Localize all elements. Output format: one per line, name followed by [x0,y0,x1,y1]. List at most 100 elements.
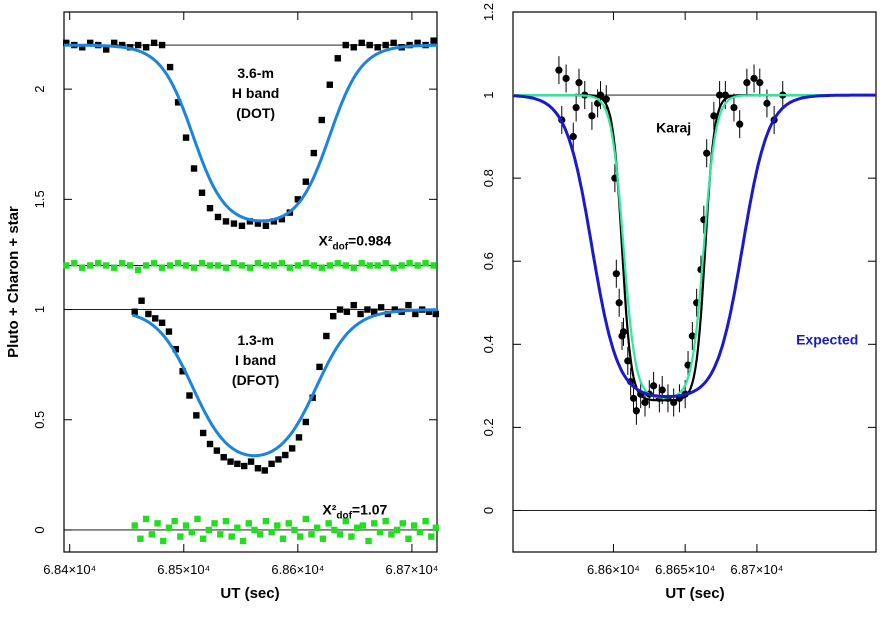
left-residual-point-5-30 [302,515,310,523]
left-data-point-3-1 [138,297,145,304]
left-residual-point-2-20 [222,264,230,271]
left-data-point-3-3 [152,315,159,322]
left-annotation-1: X²dof=0.984 [318,233,391,253]
left-data-point-0-22 [238,222,246,229]
left-residual-point-5-23 [262,517,270,525]
left-data-point-0-21 [230,220,238,227]
right-data-point-0-2 [562,74,570,83]
left-residual-point-2-36 [350,264,357,271]
left-data-point-0-13 [166,63,174,71]
left-data-point-0-44 [414,39,421,47]
left-data-point-3-29 [329,312,337,320]
left-residual-point-5-3 [148,531,156,538]
left-data-point-0-40 [382,41,389,49]
left-data-point-3-16 [241,462,248,470]
left-residual-point-2-4 [95,260,102,267]
right-data-point-0-36 [710,112,718,120]
left-annotation-2-line-2: (DFOT) [232,372,279,388]
right-x-tick-label-0: 6.86×10⁴ [587,562,640,577]
left-data-point-0-2 [79,44,86,51]
left-residual-point-5-25 [274,522,281,529]
right-data-point-0-44 [763,99,771,107]
left-residual-point-5-1 [137,535,144,542]
left-residual-point-5-29 [296,533,304,540]
left-data-point-0-11 [150,39,158,47]
left-data-point-0-39 [374,44,381,51]
left-residual-point-2-25 [262,262,270,269]
left-data-point-0-34 [334,55,341,62]
left-residual-point-2-7 [118,260,126,267]
left-residual-point-2-29 [294,262,302,269]
left-data-point-3-24 [295,434,303,441]
left-residual-point-5-27 [285,520,292,527]
left-data-point-0-37 [358,39,365,47]
left-data-point-0-20 [222,218,230,225]
right-data-point-0-15 [619,328,628,336]
left-residual-point-5-33 [319,535,327,542]
left-residual-point-5-13 [205,526,213,534]
left-residual-point-5-26 [279,535,287,542]
left-fit-line-1 [64,43,437,223]
left-data-point-3-11 [206,440,214,448]
right-y-tick-label-6: 1.2 [481,3,496,21]
left-annotation-2-line-0: 1.3-m [237,332,274,348]
left-residual-point-5-39 [353,524,361,531]
right-data-point-0-41 [743,79,751,87]
left-data-point-0-16 [190,165,198,172]
left-data-point-3-4 [158,319,166,326]
left-residual-point-2-6 [110,264,118,271]
left-residual-point-2-32 [318,264,325,271]
right-data-point-0-37 [716,91,724,99]
left-residual-point-5-47 [399,520,406,527]
left-data-point-3-7 [179,368,186,375]
left-residual-point-5-42 [371,520,378,527]
left-data-point-3-6 [172,346,179,353]
left-data-point-3-0 [131,308,138,315]
left-data-point-3-18 [254,465,262,472]
left-annotation-0-line-0: 3.6-m [237,65,274,81]
left-data-point-3-20 [268,460,275,468]
left-data-point-0-19 [214,213,222,221]
right-y-tick-label-5: 1 [481,91,496,98]
left-data-point-0-30 [302,178,310,185]
right-model-line-3 [512,93,876,398]
left-x-tick-label-0: 6.84×10⁴ [43,562,96,577]
left-residual-point-2-10 [142,262,150,269]
left-data-point-3-28 [323,332,330,340]
left-residual-point-5-24 [268,528,275,536]
left-data-point-3-31 [343,308,351,315]
left-y-tick-label-0: 0 [32,526,47,533]
left-residual-point-2-5 [103,262,110,269]
right-data-point-0-23 [650,382,658,390]
right-model-line-2 [513,93,876,399]
right-x-tick-label-1: 6.865×10⁴ [655,562,715,577]
left-x-tick-label-3: 6.87×10⁴ [385,562,438,577]
left-residual-point-2-3 [87,262,94,269]
left-data-point-3-34 [364,306,371,313]
left-data-point-3-44 [432,310,440,318]
right-y-tick-label-0: 0 [481,507,496,514]
left-residual-point-2-17 [198,260,206,267]
right-annotation-1: Expected [796,331,858,347]
left-residual-point-2-26 [270,262,278,269]
left-residual-point-2-42 [398,262,405,269]
left-data-point-3-19 [261,467,268,474]
left-data-point-0-31 [310,149,318,157]
right-data-point-0-21 [641,398,649,407]
left-data-point-3-13 [220,454,227,461]
left-residual-point-5-35 [331,526,338,534]
left-data-point-3-27 [316,363,323,371]
left-residual-point-2-35 [342,262,349,269]
left-residual-point-5-19 [239,537,247,545]
right-y-tick-label-3: 0.6 [481,252,496,270]
left-data-point-0-38 [366,41,373,49]
left-data-point-0-0 [63,39,70,47]
left-residual-point-5-8 [177,533,184,540]
left-residual-point-5-45 [388,531,395,538]
left-data-point-0-5 [103,46,110,53]
left-residual-point-5-5 [160,537,167,545]
right-data-point-0-4 [572,103,580,112]
left-residual-point-5-48 [405,535,412,542]
left-residual-point-2-13 [166,262,174,269]
